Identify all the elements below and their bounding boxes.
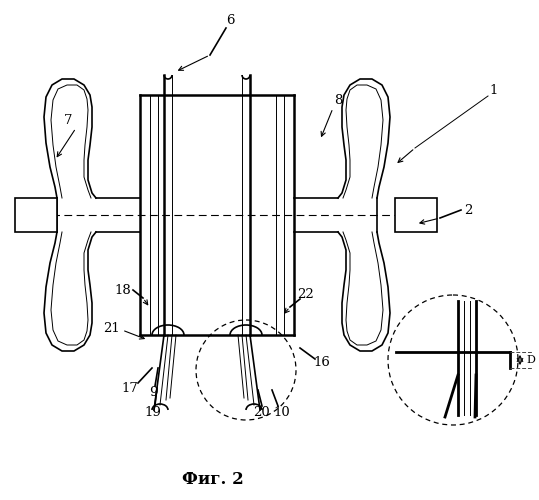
Circle shape — [388, 295, 518, 425]
Text: 18: 18 — [115, 284, 132, 296]
Bar — [15, 198, 57, 232]
Text: 6: 6 — [226, 14, 234, 26]
Text: 10: 10 — [274, 406, 291, 420]
Text: 7: 7 — [64, 114, 72, 126]
Text: 2: 2 — [464, 204, 472, 216]
Text: 16: 16 — [314, 356, 330, 370]
Bar — [395, 198, 437, 232]
Text: 17: 17 — [122, 382, 139, 394]
Text: 8: 8 — [334, 94, 342, 106]
Text: 20: 20 — [254, 406, 271, 420]
Text: 19: 19 — [144, 406, 162, 418]
Text: 22: 22 — [298, 288, 314, 302]
Text: 9: 9 — [149, 386, 157, 400]
Text: 21: 21 — [103, 322, 120, 334]
Text: D: D — [526, 355, 535, 365]
Text: 1: 1 — [490, 84, 498, 96]
Text: Фиг. 2: Фиг. 2 — [182, 472, 244, 488]
